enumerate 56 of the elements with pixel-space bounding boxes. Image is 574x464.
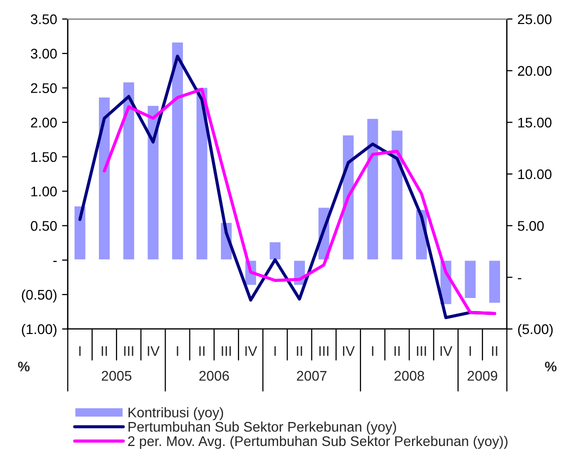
legend-label: 2 per. Mov. Avg. (Pertumbuhan Sub Sektor Perkebunan (yoy)) <box>128 436 508 449</box>
y-tick-label: 3.50 <box>30 14 57 24</box>
bar <box>73 204 87 261</box>
x-tick-label: I <box>176 346 178 356</box>
x-tick-label: IV <box>245 346 258 356</box>
y-axis-title: % <box>18 362 30 372</box>
x-tick-label: IV <box>148 346 160 356</box>
x-tick-label: I <box>274 346 276 356</box>
y-tick-label: 3.00 <box>30 48 57 59</box>
y2-tick-label: 20.00 <box>518 66 552 76</box>
bar <box>146 104 160 261</box>
text: 2005 <box>102 370 132 381</box>
line-series <box>102 88 496 316</box>
bar <box>366 118 380 261</box>
x-tick-label: III <box>416 346 426 356</box>
x-tick-label: I <box>372 346 374 356</box>
x-tick-label: II <box>394 346 400 356</box>
x-tick-label: II <box>296 346 302 356</box>
legend-label: Kontribusi (yoy) <box>128 407 224 420</box>
x-tick-label: II <box>199 346 204 356</box>
bar <box>98 96 112 261</box>
bar <box>170 41 184 261</box>
x-tick-label: I <box>470 346 471 356</box>
x-tick-label: III <box>222 346 231 356</box>
y2-tick-label: 10.00 <box>518 169 552 180</box>
text: 2009 <box>468 370 498 381</box>
x-tick-label: III <box>124 346 134 356</box>
y-tick-label: (1.00) <box>22 324 56 337</box>
y-tick-label: 2.50 <box>30 83 57 94</box>
y-tick-label: - <box>53 260 57 262</box>
bar <box>488 259 502 304</box>
x-tick-label: IV <box>440 346 452 356</box>
bar <box>122 81 136 261</box>
x-tick-label: II <box>102 346 107 356</box>
y-tick-label: 1.00 <box>31 186 57 196</box>
y-tick-label: 1.50 <box>31 152 57 162</box>
bar <box>390 129 404 261</box>
x-tick-label: II <box>492 346 498 356</box>
y2-tick-label: 5.00 <box>518 220 544 231</box>
text: 2006 <box>199 370 229 381</box>
y2-axis-title: % <box>544 362 557 372</box>
text: 2007 <box>296 370 326 381</box>
y-tick-label: (0.50) <box>22 290 56 302</box>
x-tick-label: I <box>79 346 81 356</box>
bar <box>463 259 478 300</box>
text: 2008 <box>394 370 424 381</box>
y2-tick-label: 25.00 <box>518 14 552 24</box>
y2-tick-label: (5.00) <box>518 324 553 337</box>
y2-tick-label: - <box>518 278 522 280</box>
x-tick-label: III <box>319 346 328 356</box>
bar <box>268 240 282 261</box>
y-tick-label: 0.50 <box>30 220 57 231</box>
y-tick-label: 2.00 <box>30 118 57 128</box>
legend-label: Pertumbuhan Sub Sektor Perkebunan (yoy) <box>128 422 396 434</box>
y2-tick-label: 15.00 <box>518 118 552 128</box>
x-tick-label: IV <box>342 346 355 356</box>
